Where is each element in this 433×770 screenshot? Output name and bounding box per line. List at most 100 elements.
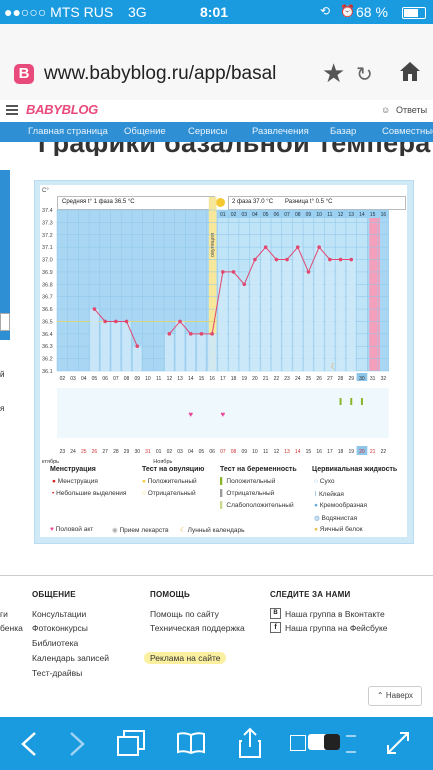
cycle-day-label: 10 (145, 376, 151, 382)
reader-toggle[interactable] (308, 734, 340, 750)
cycle-day-label: 23 (284, 376, 290, 382)
reader-list-icon[interactable] (290, 735, 306, 751)
highlight-marker (144, 652, 226, 664)
cycle-day-label: 12 (167, 376, 173, 382)
cycle-day-label: 31 (370, 376, 376, 382)
back-arrow-icon[interactable] (20, 731, 38, 757)
temp-bar (218, 271, 228, 371)
temp-point (103, 319, 107, 324)
side-cut-link[interactable]: бенка (0, 623, 23, 633)
fullscreen-icon[interactable] (384, 729, 412, 757)
pregnancy-test-mark (350, 398, 353, 405)
reload-icon[interactable]: ↻ (356, 64, 373, 86)
temp-point (328, 257, 332, 262)
forward-arrow-icon[interactable] (68, 731, 86, 757)
share-icon[interactable] (238, 727, 262, 759)
temp-point (317, 245, 321, 249)
rotation-lock-icon: ⟲ (320, 4, 331, 18)
nav-home[interactable]: Главная страница (28, 126, 108, 137)
footer-link[interactable]: Календарь записей (32, 653, 109, 663)
cycle-day-label: 25 (306, 376, 312, 382)
footer-link[interactable]: Наша группа в Вконтакте (285, 609, 385, 619)
tabs-icon[interactable] (116, 729, 146, 757)
footer-link[interactable]: Тест-драйвы (32, 668, 83, 678)
date-label: 14 (295, 449, 301, 455)
footer-link[interactable]: Помощь по сайту (150, 609, 219, 619)
temp-bar (250, 259, 260, 371)
left-sidebar-edge (0, 170, 10, 340)
cycle-day-label: 07 (113, 376, 119, 382)
legend-pregtest-title: Тест на беременность (220, 466, 297, 473)
circle-icon: ○ (314, 478, 318, 485)
back-to-top-button[interactable]: ⌃ Наверх (368, 686, 422, 706)
side-cut-link[interactable]: ги (0, 609, 8, 619)
temp-point (178, 319, 182, 324)
legend-item: ● Яичный белок (314, 526, 363, 533)
temp-bar (314, 247, 324, 371)
cycle-day-label: 26 (316, 376, 322, 382)
y-tick-label: 37.0 (42, 258, 53, 264)
nav-communication[interactable]: Общение (124, 126, 166, 137)
footer-link[interactable]: Фотоконкурсы (32, 623, 88, 633)
menu-icon[interactable] (6, 105, 18, 115)
today-date-marker (356, 446, 368, 455)
site-favicon-icon: B (14, 64, 34, 84)
cycle-day-label: 28 (338, 376, 344, 382)
footer-link[interactable]: Консультации (32, 609, 87, 619)
bookmarks-book-icon[interactable] (176, 731, 206, 755)
month-label: ктябрь (42, 459, 59, 465)
temp-bar (207, 333, 217, 371)
url-field[interactable]: www.babyblog.ru/app/basal (44, 63, 277, 84)
legend-item: ▌ Отрицательный (220, 490, 275, 497)
reader-lines-icon[interactable] (346, 735, 356, 753)
answers-link[interactable]: Ответы (396, 105, 428, 115)
left-cut-box (0, 313, 10, 331)
sun-icon: ● (142, 478, 146, 485)
period-column (369, 210, 380, 371)
bookmark-star-icon[interactable]: ★ (322, 58, 346, 88)
temp-point (167, 332, 172, 336)
footer-link[interactable]: Техническая поддержка (150, 623, 245, 633)
nav-services[interactable]: Сервисы (188, 126, 228, 137)
date-label: 24 (70, 449, 76, 455)
cycle-day-label: 18 (231, 376, 237, 382)
temp-bar (282, 259, 292, 371)
legend-item: ☾ Лунный календарь (180, 527, 245, 534)
legend-item: ◉ Прием лекарств (112, 527, 169, 534)
pill-icon: ◉ (112, 527, 118, 534)
nav-market[interactable]: Базар (330, 126, 357, 137)
phase2-day-label: 04 (252, 212, 258, 218)
facebook-icon[interactable]: f (270, 622, 281, 633)
temp-point (135, 344, 140, 349)
footer-link[interactable]: Наша группа на Фейсбуке (285, 623, 388, 633)
phase2-day-label: 12 (338, 212, 344, 218)
footer-link[interactable]: Библиотека (32, 638, 79, 648)
legend-item: • Небольшие выделения (52, 490, 127, 497)
legend-item: ♥ Половой акт (50, 526, 94, 533)
pregnancy-test-mark (360, 398, 363, 405)
date-label: 12 (274, 449, 280, 455)
cycle-day-label: 02 (60, 376, 66, 382)
creamy-icon: ● (314, 502, 318, 509)
heart-icon: ♥ (220, 410, 225, 419)
cycle-day-label: 14 (188, 376, 194, 382)
chat-icon[interactable]: ☺ (381, 105, 391, 115)
vk-icon[interactable]: В (270, 608, 281, 619)
date-label: 28 (113, 449, 119, 455)
site-logo[interactable]: BABYBLOG (26, 102, 98, 117)
legend-ovtest-title: Тест на овуляцию (142, 466, 205, 473)
egg-white-icon: ● (314, 526, 318, 533)
temp-bar (132, 346, 142, 371)
footer-link-advertising[interactable]: Реклама на сайте (150, 653, 221, 663)
temp-point (263, 245, 268, 249)
cycle-day-label: 19 (241, 376, 247, 382)
nav-entertainment[interactable]: Развлечения (252, 126, 309, 137)
temp-point (221, 270, 225, 274)
temp-bar (346, 259, 356, 371)
date-label: 03 (177, 449, 183, 455)
phase2-box (228, 196, 406, 210)
home-icon[interactable] (398, 60, 422, 82)
nav-joint[interactable]: Совместные (382, 126, 433, 137)
date-label: 23 (60, 449, 66, 455)
left-cut-text: я (0, 404, 5, 413)
